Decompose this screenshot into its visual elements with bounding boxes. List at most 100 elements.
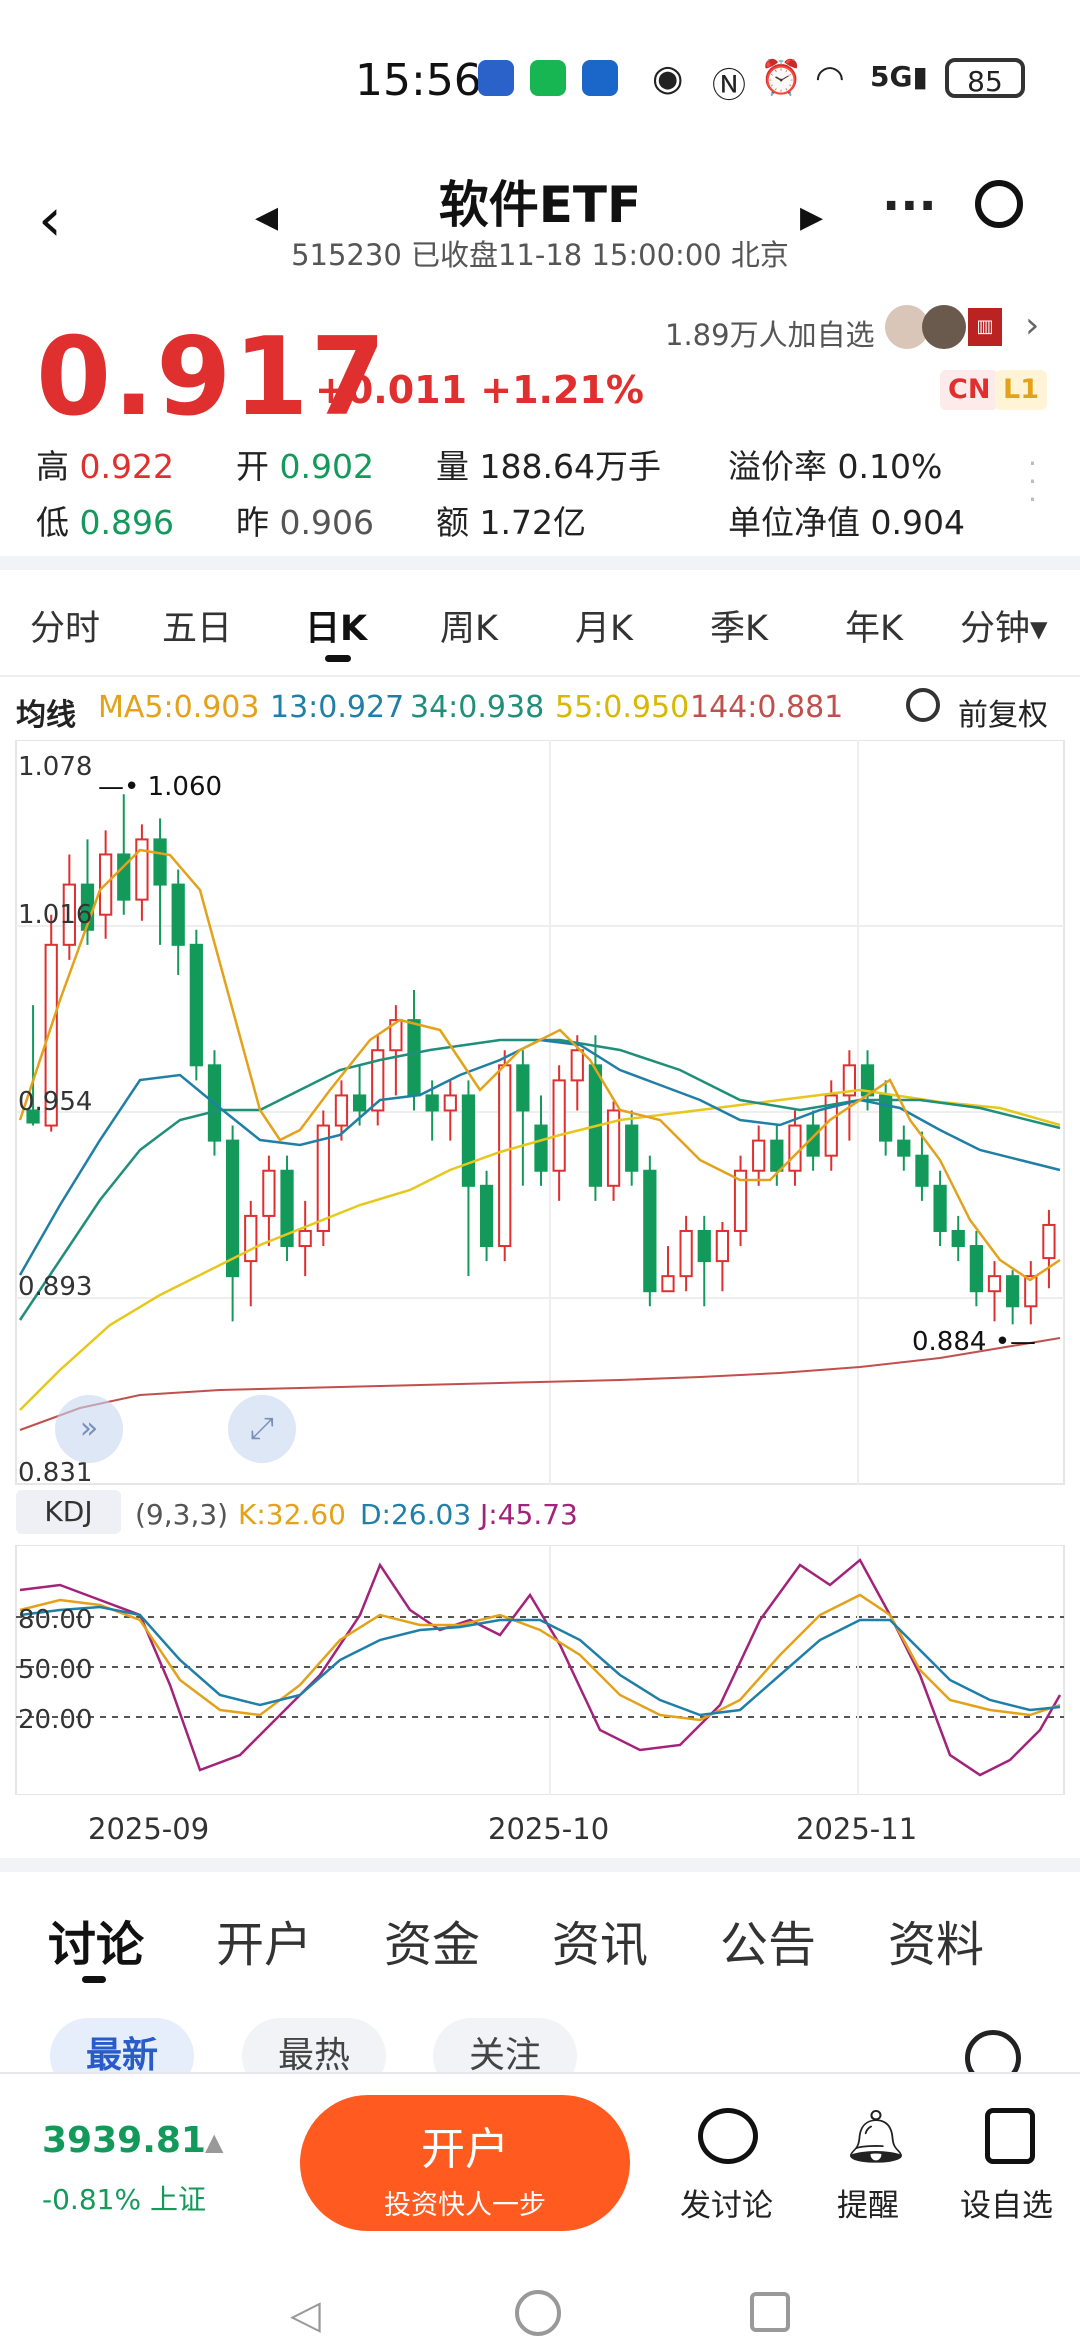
candle-body bbox=[842, 1064, 857, 1097]
candle-body bbox=[461, 1094, 476, 1187]
current-price: 0.917 bbox=[36, 315, 388, 440]
y-tick-label: 1.016 bbox=[18, 900, 93, 930]
ma55-value: 55:0.950 bbox=[555, 690, 690, 725]
candle-body bbox=[534, 1124, 548, 1172]
candle-body bbox=[697, 1229, 711, 1263]
nav-recents-icon[interactable] bbox=[750, 2292, 790, 2332]
amount-stat: 额 1.72亿 bbox=[436, 503, 586, 542]
prev-close-stat: 昨 0.906 bbox=[236, 503, 374, 542]
alarm-icon: ⏰ bbox=[760, 58, 803, 98]
kdj-indicator-selector[interactable]: KDJ bbox=[16, 1490, 121, 1534]
candle-body bbox=[987, 1275, 1002, 1293]
candle-body bbox=[915, 1154, 929, 1187]
tab-daily-k[interactable]: 日K bbox=[305, 609, 368, 649]
signal-icon: 5G▮ bbox=[870, 60, 928, 93]
stock-subtitle: 515230 已收盘11-18 15:00:00 北京 bbox=[291, 238, 789, 272]
price-change: +0.011 +1.21% bbox=[315, 368, 644, 412]
wechat-icon bbox=[530, 60, 566, 96]
kdj-chart[interactable] bbox=[0, 1545, 1080, 1795]
status-time: 15:56 bbox=[355, 55, 482, 106]
nav-home-icon[interactable] bbox=[515, 2290, 561, 2336]
fullscreen-icon[interactable]: ⤢ bbox=[228, 1395, 296, 1463]
ma144-line bbox=[19, 1337, 1061, 1431]
more-vertical-icon[interactable]: · · · bbox=[1028, 447, 1037, 516]
kdj-tick-50: 50.00 bbox=[18, 1655, 93, 1685]
ma-label: 均线 bbox=[16, 698, 76, 733]
tab-divider bbox=[0, 675, 1080, 677]
followers-count[interactable]: 1.89万人加自选 bbox=[665, 318, 875, 352]
expand-left-icon[interactable]: » bbox=[55, 1395, 123, 1463]
candle-body bbox=[516, 1064, 530, 1112]
tab-open-account[interactable]: 开户 bbox=[216, 1917, 313, 1973]
open-account-button[interactable]: 开户 投资快人一步 bbox=[300, 2095, 630, 2231]
kdj-d-value: D:26.03 bbox=[360, 1498, 472, 1531]
tab-yearly-k[interactable]: 年K bbox=[845, 609, 903, 649]
candlestick-chart[interactable] bbox=[0, 740, 1080, 1800]
candle-body bbox=[262, 1169, 276, 1217]
candle-body bbox=[770, 1139, 784, 1172]
prev-stock-arrow[interactable]: ◀ bbox=[255, 200, 279, 235]
app-notification-icon bbox=[582, 60, 618, 96]
index-change: -0.81% 上证 bbox=[42, 2183, 206, 2216]
y-tick-label: 0.831 bbox=[18, 1458, 93, 1488]
avatar bbox=[885, 305, 929, 349]
candle-body bbox=[806, 1124, 820, 1157]
comment-icon[interactable] bbox=[698, 2108, 758, 2164]
settings-icon[interactable] bbox=[906, 688, 940, 722]
ma144-value: 144:0.881 bbox=[690, 690, 844, 725]
candle-body bbox=[479, 1184, 494, 1248]
ma55-line bbox=[19, 1088, 1061, 1411]
kdj-j-value: J:45.73 bbox=[480, 1498, 578, 1531]
nfc-icon: Ⓝ bbox=[712, 66, 746, 106]
kdj-d-line bbox=[19, 1605, 1061, 1717]
fund-logo-icon: ▥ bbox=[968, 308, 1002, 346]
candle-body bbox=[1024, 1275, 1038, 1308]
tab-weekly-k[interactable]: 周K bbox=[440, 609, 498, 649]
tab-intraday[interactable]: 分时 bbox=[30, 609, 101, 649]
tab-monthly-k[interactable]: 月K bbox=[575, 609, 633, 649]
reminder-label[interactable]: 提醒 bbox=[837, 2188, 899, 2224]
candle-body bbox=[371, 1049, 385, 1112]
more-icon[interactable]: ··· bbox=[882, 178, 937, 234]
candle-body bbox=[606, 1109, 621, 1187]
candle-body bbox=[352, 1094, 367, 1112]
tab-funds[interactable]: 资金 bbox=[384, 1917, 481, 1973]
tab-quarterly-k[interactable]: 季K bbox=[710, 609, 768, 649]
candle-body bbox=[879, 1094, 893, 1142]
candle-body bbox=[244, 1214, 258, 1263]
next-stock-arrow[interactable]: ▶ bbox=[800, 200, 824, 235]
candle-body bbox=[752, 1139, 766, 1172]
tab-profile[interactable]: 资料 bbox=[888, 1917, 985, 1973]
bell-icon[interactable]: 🔔︎ bbox=[843, 2107, 910, 2167]
cta-sub-label: 投资快人一步 bbox=[384, 2190, 546, 2221]
candle-body bbox=[26, 1109, 40, 1124]
x-tick-label: 2025-09 bbox=[88, 1812, 210, 1846]
chevron-right-icon[interactable]: › bbox=[1025, 305, 1040, 346]
cta-main-label: 开户 bbox=[421, 2124, 509, 2175]
search-icon[interactable] bbox=[975, 180, 1023, 228]
high-stat: 高 0.922 bbox=[36, 447, 174, 486]
ma13-value: 13:0.927 bbox=[270, 690, 405, 725]
nav-back-icon[interactable]: ◁ bbox=[290, 2292, 321, 2338]
index-value[interactable]: 3939.81 bbox=[42, 2120, 206, 2161]
kdj-params: (9,3,3) bbox=[135, 1498, 229, 1531]
y-tick-label: 1.078 bbox=[18, 752, 93, 782]
tab-five-day[interactable]: 五日 bbox=[162, 609, 233, 649]
battery-indicator: 85 bbox=[945, 58, 1025, 98]
add-watchlist-label[interactable]: 设自选 bbox=[960, 2188, 1053, 2224]
candle-body bbox=[425, 1094, 439, 1112]
candle-body bbox=[189, 943, 203, 1067]
cn-badge: CN bbox=[940, 370, 999, 410]
kdj-k-line bbox=[19, 1593, 1061, 1722]
tab-news[interactable]: 资讯 bbox=[552, 1917, 649, 1973]
tab-discussion[interactable]: 讨论 bbox=[48, 1917, 145, 1973]
adjust-mode[interactable]: 前复权 bbox=[958, 698, 1048, 733]
post-discussion-label[interactable]: 发讨论 bbox=[680, 2188, 773, 2224]
tab-minute[interactable]: 分钟▾ bbox=[960, 609, 1048, 649]
active-tab-indicator bbox=[82, 1976, 106, 1983]
candle-body bbox=[1042, 1223, 1056, 1260]
triangle-up-icon: ▲ bbox=[205, 2128, 224, 2156]
back-button[interactable]: ‹ bbox=[38, 185, 62, 255]
add-watchlist-icon[interactable] bbox=[985, 2108, 1035, 2164]
tab-announcements[interactable]: 公告 bbox=[720, 1917, 817, 1973]
